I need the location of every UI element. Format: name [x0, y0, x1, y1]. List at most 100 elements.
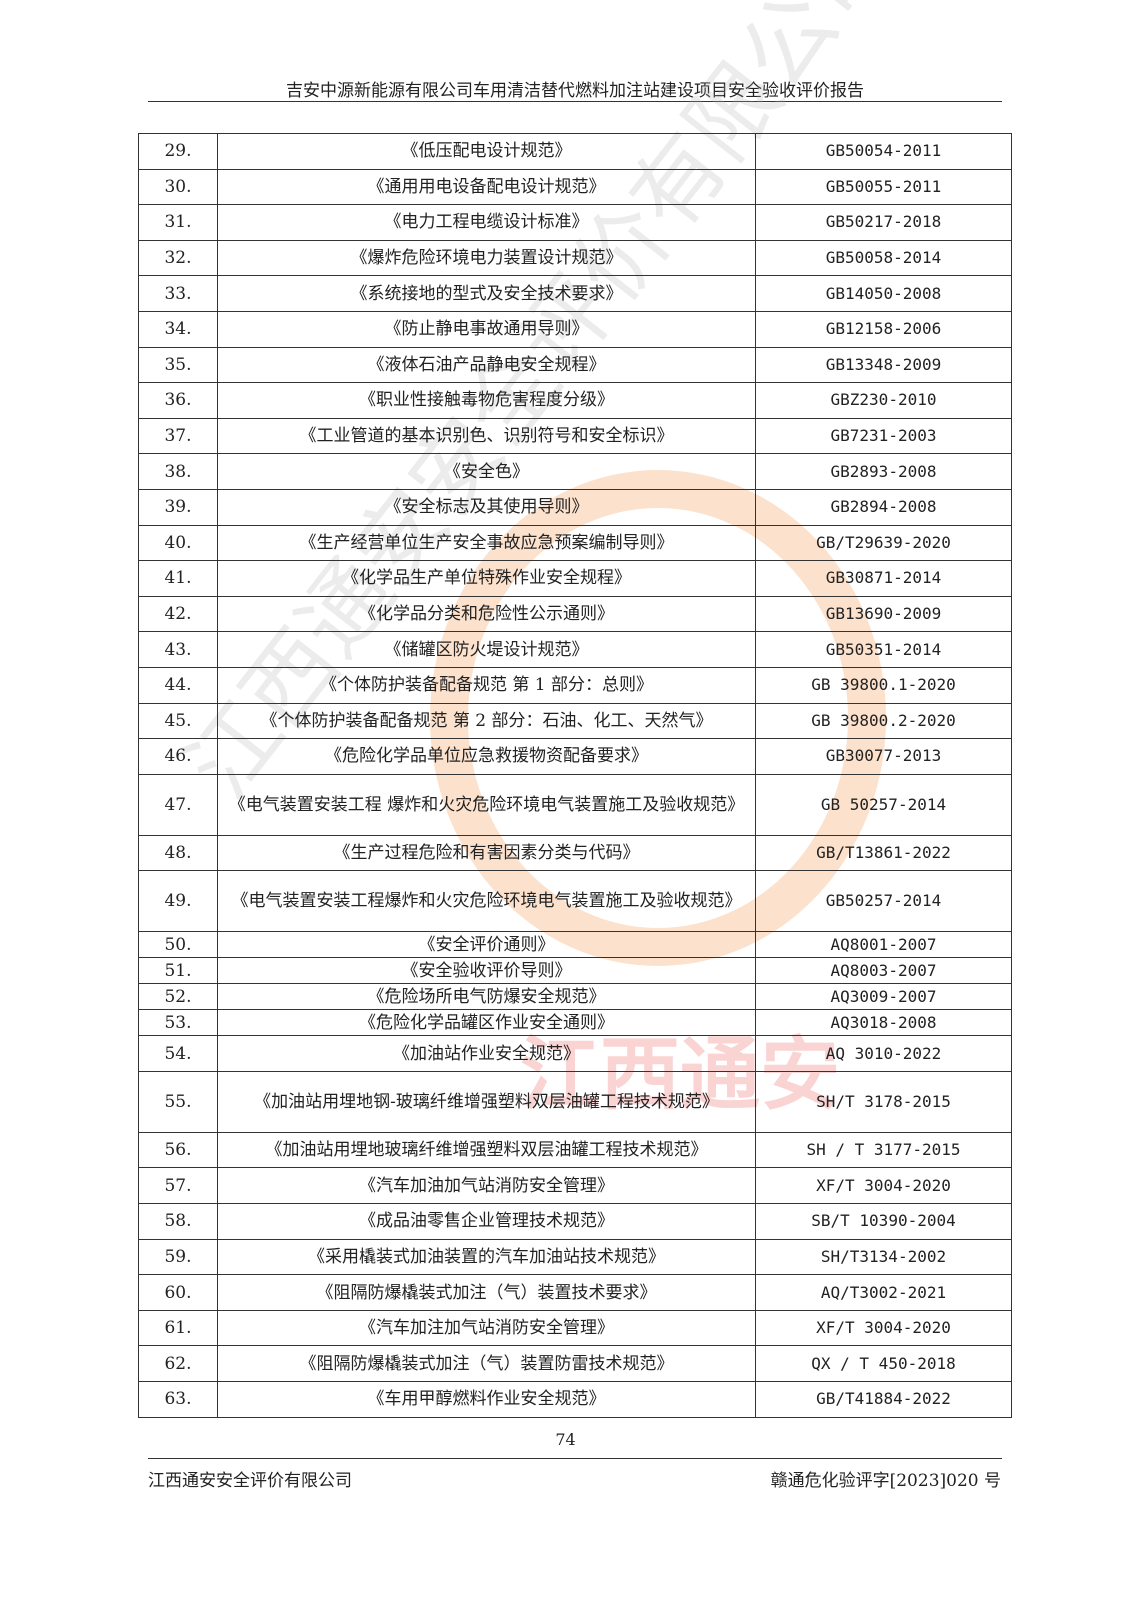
standard-name: 《储罐区防火堤设计规范》 [217, 631, 756, 668]
row-number: 60. [138, 1274, 218, 1311]
row-number: 51. [138, 957, 218, 985]
standard-code: AQ 3010-2022 [755, 1035, 1012, 1072]
standard-code: SH / T 3177-2015 [755, 1131, 1012, 1169]
row-number: 55. [138, 1070, 218, 1133]
row-number: 41. [138, 560, 218, 597]
standard-name: 《安全评价通则》 [217, 931, 756, 959]
standard-name: 《采用橇装式加油装置的汽车加油站技术规范》 [217, 1238, 756, 1276]
standard-code: GB50351-2014 [755, 631, 1012, 668]
row-number: 50. [138, 931, 218, 959]
standard-code: XF/T 3004-2020 [755, 1309, 1012, 1347]
standard-name: 《通用用电设备配电设计规范》 [217, 168, 756, 206]
standard-code: GB 39800.1-2020 [755, 666, 1012, 704]
standard-name: 《加油站用埋地玻璃纤维增强塑料双层油罐工程技术规范》 [217, 1131, 756, 1169]
table-row: 37. 《工业管道的基本识别色、识别符号和安全标识》 GB7231-2003 [138, 417, 1012, 455]
standard-code: AQ/T3002-2021 [755, 1274, 1012, 1311]
row-number: 54. [138, 1035, 218, 1072]
standard-code: GB 39800.2-2020 [755, 702, 1012, 740]
standard-code: AQ8001-2007 [755, 931, 1012, 959]
standard-code: GB/T41884-2022 [755, 1381, 1012, 1418]
row-number: 35. [138, 346, 218, 384]
page-number: 74 [555, 1430, 576, 1449]
row-number: 30. [138, 168, 218, 206]
standard-name: 《爆炸危险环境电力装置设计规范》 [217, 239, 756, 277]
table-row: 39. 《安全标志及其使用导则》 GB2894-2008 [138, 488, 1012, 526]
standard-name: 《个体防护装备配备规范 第 1 部分：总则》 [217, 666, 756, 704]
table-row: 42. 《化学品分类和危险性公示通则》 GB13690-2009 [138, 595, 1012, 633]
standard-code: GB13348-2009 [755, 346, 1012, 384]
standard-code: GB13690-2009 [755, 595, 1012, 633]
standard-code: GBZ230-2010 [755, 382, 1012, 419]
table-row: 50. 《安全评价通则》 AQ8001-2007 [138, 931, 1012, 959]
standard-code: SH/T3134-2002 [755, 1238, 1012, 1276]
row-number: 52. [138, 983, 218, 1011]
table-row: 38. 《安全色》 GB2893-2008 [138, 453, 1012, 490]
row-number: 63. [138, 1381, 218, 1418]
table-row: 55. 《加油站用埋地钢-玻璃纤维增强塑料双层油罐工程技术规范》 SH/T 3178… [138, 1070, 1012, 1133]
standard-code: AQ3018-2008 [755, 1009, 1012, 1037]
table-row: 30. 《通用用电设备配电设计规范》 GB50055-2011 [138, 168, 1012, 206]
header-divider [148, 101, 1002, 102]
standards-table: 29. 《低压配电设计规范》 GB50054-2011 30. 《通用用电设备配电设计规… [138, 133, 1012, 1418]
standard-code: GB2894-2008 [755, 488, 1012, 526]
standard-name: 《阻隔防爆橇装式加注（气）装置防雷技术规范》 [217, 1345, 756, 1383]
standard-code: GB50058-2014 [755, 239, 1012, 277]
row-number: 38. [138, 453, 218, 490]
row-number: 62. [138, 1345, 218, 1383]
standard-name: 《危险场所电气防爆安全规范》 [217, 983, 756, 1011]
standard-name: 《液体石油产品静电安全规程》 [217, 346, 756, 384]
row-number: 34. [138, 310, 218, 348]
standard-code: GB/T13861-2022 [755, 834, 1012, 872]
table-row: 51. 《安全验收评价导则》 AQ8003-2007 [138, 957, 1012, 985]
row-number: 29. [138, 133, 218, 170]
standard-name: 《加油站作业安全规范》 [217, 1035, 756, 1072]
table-row: 60. 《阻隔防爆橇装式加注（气）装置技术要求》 AQ/T3002-2021 [138, 1274, 1012, 1311]
footer-doc-number: 赣通危化验评字[2023]020 号 [770, 1471, 1001, 1491]
standard-code: AQ8003-2007 [755, 957, 1012, 985]
footer-company: 江西通安安全评价有限公司 [148, 1471, 352, 1491]
table-row: 53. 《危险化学品罐区作业安全通则》 AQ3018-2008 [138, 1009, 1012, 1037]
standard-code: GB30077-2013 [755, 738, 1012, 775]
page-header-title: 吉安中源新能源有限公司车用清洁替代燃料加注站建设项目安全验收评价报告 [286, 81, 864, 101]
row-number: 45. [138, 702, 218, 740]
standard-code: GB 50257-2014 [755, 773, 1012, 836]
table-row: 62. 《阻隔防爆橇装式加注（气）装置防雷技术规范》 QX / T 450-2018 [138, 1345, 1012, 1383]
standard-name: 《成品油零售企业管理技术规范》 [217, 1203, 756, 1240]
standard-code: GB50217-2018 [755, 204, 1012, 241]
table-row: 58. 《成品油零售企业管理技术规范》 SB/T 10390-2004 [138, 1203, 1012, 1240]
standard-code: GB2893-2008 [755, 453, 1012, 490]
table-row: 52. 《危险场所电气防爆安全规范》 AQ3009-2007 [138, 983, 1012, 1011]
table-row: 43. 《储罐区防火堤设计规范》 GB50351-2014 [138, 631, 1012, 668]
standard-name: 《加油站用埋地钢-玻璃纤维增强塑料双层油罐工程技术规范》 [217, 1070, 756, 1133]
table-row: 33. 《系统接地的型式及安全技术要求》 GB14050-2008 [138, 275, 1012, 312]
standard-name: 《防止静电事故通用导则》 [217, 310, 756, 348]
standard-code: GB/T29639-2020 [755, 524, 1012, 562]
row-number: 40. [138, 524, 218, 562]
standard-code: GB50257-2014 [755, 870, 1012, 933]
standard-name: 《生产过程危险和有害因素分类与代码》 [217, 834, 756, 872]
standard-code: GB12158-2006 [755, 310, 1012, 348]
standard-name: 《安全色》 [217, 453, 756, 490]
table-row: 40. 《生产经营单位生产安全事故应急预案编制导则》 GB/T29639-2020 [138, 524, 1012, 562]
row-number: 36. [138, 382, 218, 419]
standard-code: XF/T 3004-2020 [755, 1167, 1012, 1205]
standard-name: 《电力工程电缆设计标准》 [217, 204, 756, 241]
table-row: 54. 《加油站作业安全规范》 AQ 3010-2022 [138, 1035, 1012, 1072]
standard-code: GB30871-2014 [755, 560, 1012, 597]
standard-name: 《系统接地的型式及安全技术要求》 [217, 275, 756, 312]
table-row: 59. 《采用橇装式加油装置的汽车加油站技术规范》 SH/T3134-2002 [138, 1238, 1012, 1276]
standard-name: 《车用甲醇燃料作业安全规范》 [217, 1381, 756, 1418]
standard-code: AQ3009-2007 [755, 983, 1012, 1011]
standard-name: 《汽车加油加气站消防安全管理》 [217, 1167, 756, 1205]
table-row: 48. 《生产过程危险和有害因素分类与代码》 GB/T13861-2022 [138, 834, 1012, 872]
row-number: 56. [138, 1131, 218, 1169]
standard-name: 《电气装置安装工程 爆炸和火灾危险环境电气装置施工及验收规范》 [217, 773, 756, 836]
standard-code: SH/T 3178-2015 [755, 1070, 1012, 1133]
row-number: 48. [138, 834, 218, 872]
table-row: 31. 《电力工程电缆设计标准》 GB50217-2018 [138, 204, 1012, 241]
table-row: 34. 《防止静电事故通用导则》 GB12158-2006 [138, 310, 1012, 348]
standard-name: 《安全验收评价导则》 [217, 957, 756, 985]
row-number: 59. [138, 1238, 218, 1276]
row-number: 37. [138, 417, 218, 455]
standard-name: 《生产经营单位生产安全事故应急预案编制导则》 [217, 524, 756, 562]
